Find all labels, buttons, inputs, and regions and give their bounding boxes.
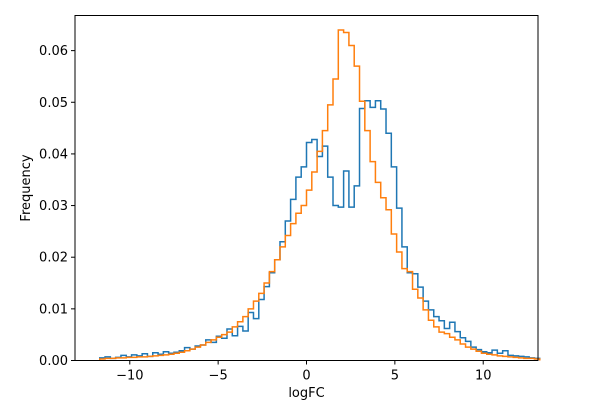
y-tick-label: 0.01 — [39, 302, 68, 317]
histogram-series-1 — [98, 99, 541, 361]
y-axis: 0.00 0.01 0.02 0.03 0.04 0.05 0.06 — [39, 44, 75, 369]
x-tick-label: −5 — [209, 369, 228, 384]
histogram-series-2 — [98, 29, 541, 361]
x-tick-label: 5 — [391, 369, 399, 384]
y-tick-label: 0.04 — [39, 147, 68, 162]
y-tick-label: 0.06 — [39, 44, 68, 59]
plot-frame — [74, 15, 539, 361]
y-tick-label: 0.05 — [39, 96, 68, 111]
y-tick-label: 0.00 — [39, 354, 68, 369]
y-tick-label: 0.03 — [39, 199, 68, 214]
x-tick-label: 0 — [302, 369, 310, 384]
x-tick-label: 10 — [475, 369, 492, 384]
y-axis-title: Frequency — [19, 154, 34, 221]
x-axis-title: logFC — [288, 386, 324, 401]
x-tick-label: −10 — [116, 369, 143, 384]
y-tick-label: 0.02 — [39, 251, 68, 266]
x-axis: −10 −5 0 5 10 — [116, 360, 492, 384]
plot-area — [98, 29, 541, 361]
